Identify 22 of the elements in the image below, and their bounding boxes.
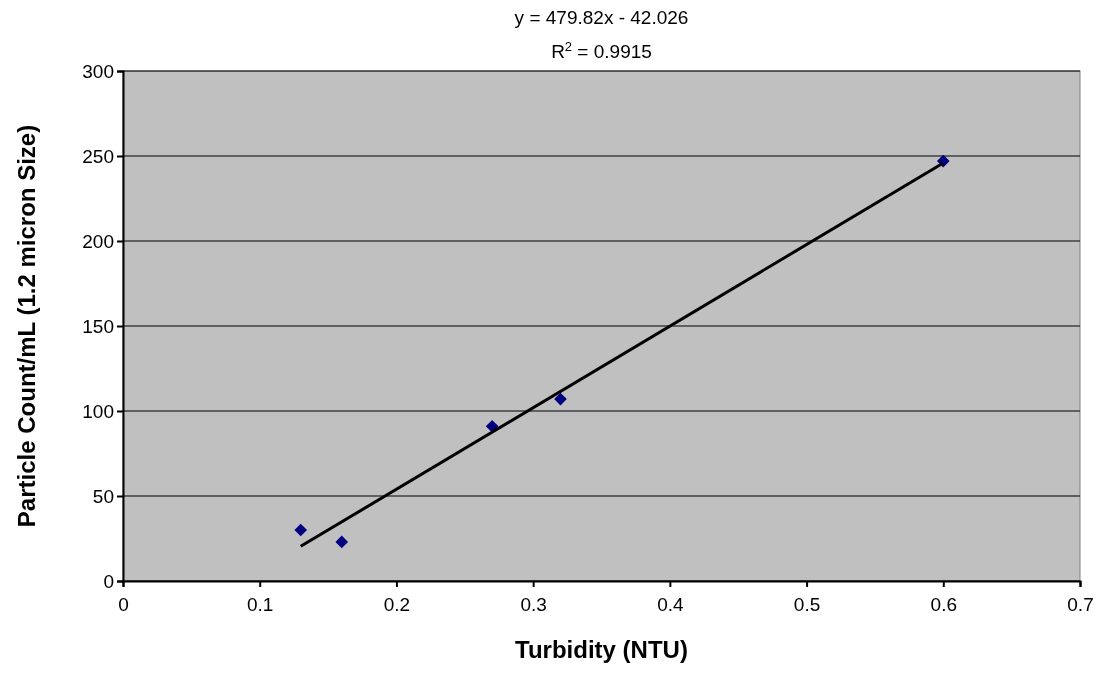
y-tick-label: 0 [103, 570, 114, 592]
x-tick-label: 0.1 [247, 593, 274, 615]
x-tick-label: 0 [118, 593, 129, 615]
y-tick-label: 200 [82, 230, 114, 252]
y-tick-label: 250 [82, 145, 114, 167]
x-tick-label: 0.7 [1067, 593, 1094, 615]
point [335, 535, 349, 549]
y-axis-title: Particle Count/mL (1.2 micron Size) [13, 124, 40, 528]
x-tick-label: 0.4 [657, 593, 684, 615]
y-tick-label: 50 [92, 485, 114, 507]
x-tick-label: 0.5 [793, 593, 821, 615]
x-tick-label: 0.6 [930, 593, 957, 615]
x-tick-label: 0.3 [520, 593, 547, 615]
text: y = 479.82x - 42.026 [514, 7, 689, 28]
point [294, 523, 308, 537]
y-tick-label: 100 [82, 400, 114, 422]
y-tick-label: 150 [82, 315, 114, 337]
text: R$^{2}$ = 0.9915 [551, 38, 652, 62]
x-tick-label: 0.2 [383, 593, 411, 615]
y-tick-label: 300 [82, 60, 114, 82]
point [554, 392, 567, 406]
x-axis-title: Turbidity (NTU) [515, 636, 688, 663]
